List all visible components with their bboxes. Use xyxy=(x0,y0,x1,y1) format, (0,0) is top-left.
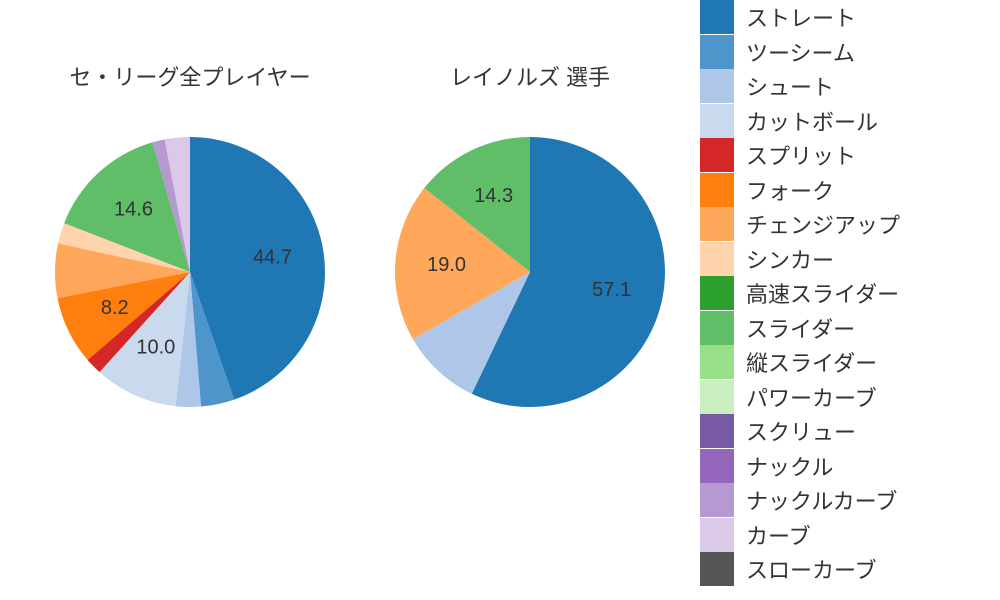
legend-label: 高速スライダー xyxy=(746,277,899,309)
legend-item: フォーク xyxy=(700,173,990,208)
slice-value-label: 8.2 xyxy=(101,297,129,319)
legend-item: カットボール xyxy=(700,104,990,139)
legend-item: 縦スライダー xyxy=(700,345,990,380)
legend-label: ツーシーム xyxy=(746,36,855,68)
legend-item: ツーシーム xyxy=(700,35,990,70)
pie-block-league: セ・リーグ全プレイヤー 44.7 10.0 8.2 14.6 xyxy=(30,60,350,432)
pie-charts-area: セ・リーグ全プレイヤー 44.7 10.0 8.2 14.6 レイノルズ 選手 57.… xyxy=(0,0,690,600)
legend-item: パワーカーブ xyxy=(700,380,990,415)
legend-label: スクリュー xyxy=(746,415,856,447)
slice-value-label: 10.0 xyxy=(136,337,175,359)
legend-swatch xyxy=(700,483,734,517)
pie-title-league: セ・リーグ全プレイヤー xyxy=(30,60,350,92)
slice-value-label: 57.1 xyxy=(592,279,631,301)
legend-swatch xyxy=(700,414,734,448)
legend-swatch xyxy=(700,69,734,103)
legend-swatch xyxy=(700,138,734,172)
legend-item: ナックルカーブ xyxy=(700,483,990,518)
legend-item: スプリット xyxy=(700,138,990,173)
legend-label: チェンジアップ xyxy=(746,208,900,240)
legend-label: シンカー xyxy=(746,243,834,275)
legend-swatch xyxy=(700,311,734,345)
legend-item: スライダー xyxy=(700,311,990,346)
legend-label: カーブ xyxy=(746,519,811,551)
pie-title-player: レイノルズ 選手 xyxy=(370,60,690,92)
slice-value-label: 14.6 xyxy=(114,199,153,221)
legend-swatch xyxy=(700,552,734,586)
legend-item: シュート xyxy=(700,69,990,104)
legend-item: チェンジアップ xyxy=(700,207,990,242)
legend-item: 高速スライダー xyxy=(700,276,990,311)
legend-label: ナックルカーブ xyxy=(746,484,897,516)
slice-value-label: 44.7 xyxy=(253,246,292,268)
chart-container: セ・リーグ全プレイヤー 44.7 10.0 8.2 14.6 レイノルズ 選手 57.… xyxy=(0,0,1000,600)
legend-item: シンカー xyxy=(700,242,990,277)
legend-label: ナックル xyxy=(746,450,833,482)
legend-label: ストレート xyxy=(746,1,856,33)
legend-label: スプリット xyxy=(746,139,856,171)
legend-swatch xyxy=(700,0,734,34)
slice-value-label: 19.0 xyxy=(427,254,466,276)
legend-item: スローカーブ xyxy=(700,552,990,587)
legend-swatch xyxy=(700,35,734,69)
legend-label: フォーク xyxy=(746,174,834,206)
legend-swatch xyxy=(700,242,734,276)
pie-svg-league: 44.7 10.0 8.2 14.6 xyxy=(30,112,350,432)
legend-label: 縦スライダー xyxy=(746,346,877,378)
legend-swatch xyxy=(700,207,734,241)
pie-block-player: レイノルズ 選手 57.1 19.0 14.3 xyxy=(370,60,690,432)
legend-swatch xyxy=(700,173,734,207)
slice-value-label: 14.3 xyxy=(474,185,513,207)
legend-label: シュート xyxy=(746,70,834,102)
legend-label: スライダー xyxy=(746,312,855,344)
legend-swatch xyxy=(700,449,734,483)
legend-item: スクリュー xyxy=(700,414,990,449)
pie-svg-player: 57.1 19.0 14.3 xyxy=(370,112,690,432)
legend-label: パワーカーブ xyxy=(746,381,877,413)
legend-swatch xyxy=(700,380,734,414)
legend: ストレートツーシームシュートカットボールスプリットフォークチェンジアップシンカー… xyxy=(700,0,990,587)
legend-label: スローカーブ xyxy=(746,553,877,585)
legend-swatch xyxy=(700,276,734,310)
legend-swatch xyxy=(700,518,734,552)
legend-item: ストレート xyxy=(700,0,990,35)
legend-swatch xyxy=(700,345,734,379)
legend-item: カーブ xyxy=(700,518,990,553)
legend-item: ナックル xyxy=(700,449,990,484)
legend-swatch xyxy=(700,104,734,138)
legend-label: カットボール xyxy=(746,105,878,137)
